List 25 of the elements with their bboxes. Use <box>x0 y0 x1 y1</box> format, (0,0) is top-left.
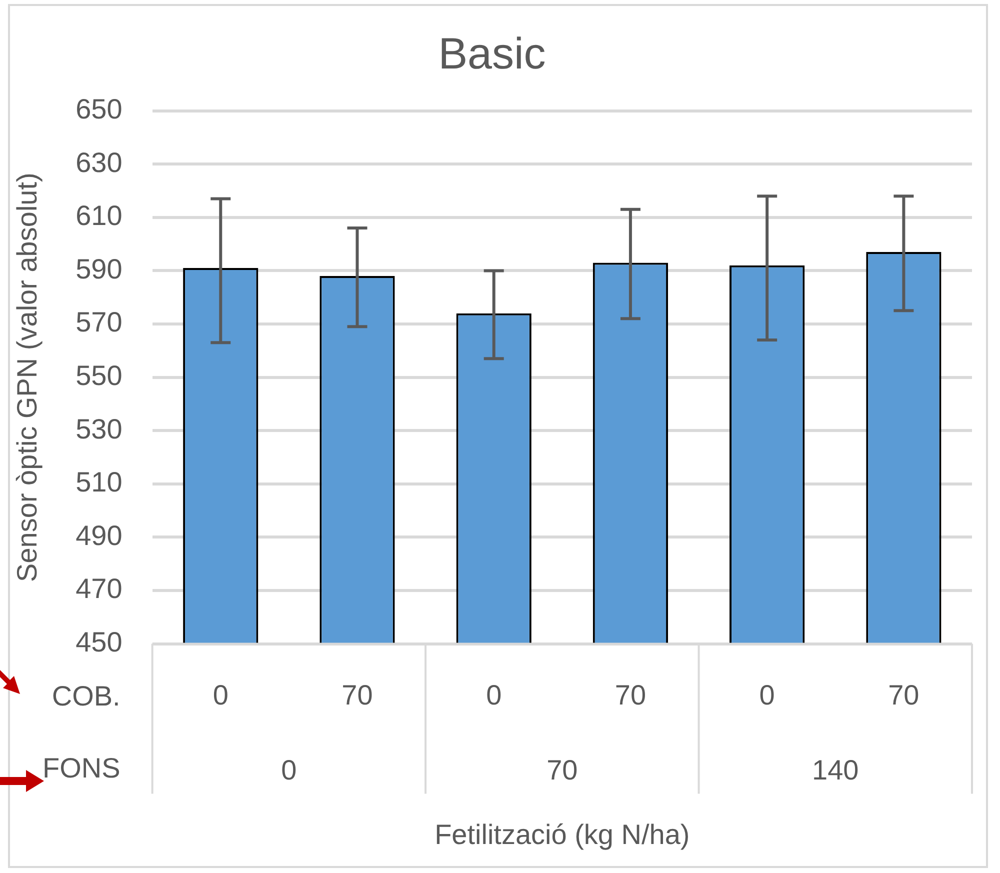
text: FONS <box>42 752 120 784</box>
chart-title: Basic <box>438 30 546 79</box>
x-tick-label: 70 <box>614 679 646 710</box>
x-tick-label: 0 <box>759 679 775 710</box>
x-tick-label: 70 <box>342 679 373 710</box>
y-tick-label: 450 <box>76 626 122 658</box>
text: 0 <box>281 754 297 786</box>
x-tick-label: 70 <box>888 679 920 710</box>
y-tick-label: 490 <box>76 520 122 551</box>
text: COB. <box>52 680 120 712</box>
x-tick-label: 0 <box>486 679 502 710</box>
x-tick-label: 0 <box>212 679 228 710</box>
y-tick-label: 590 <box>76 253 122 284</box>
text: 140 <box>812 754 859 786</box>
y-axis-title: Sensor òptic GPN (valor absolut) <box>12 172 43 582</box>
x-axis-title: Fetilització (kg N/ha) <box>434 818 690 850</box>
y-tick-label: 530 <box>76 413 122 444</box>
y-tick-label: 610 <box>76 200 122 232</box>
text: 70 <box>546 754 578 786</box>
y-tick-label: 650 <box>76 94 122 125</box>
y-tick-label: 470 <box>76 573 122 604</box>
y-tick-label: 510 <box>76 466 122 498</box>
y-tick-label: 630 <box>76 146 122 178</box>
y-tick-label: 570 <box>76 306 122 338</box>
y-tick-label: 550 <box>76 360 122 392</box>
